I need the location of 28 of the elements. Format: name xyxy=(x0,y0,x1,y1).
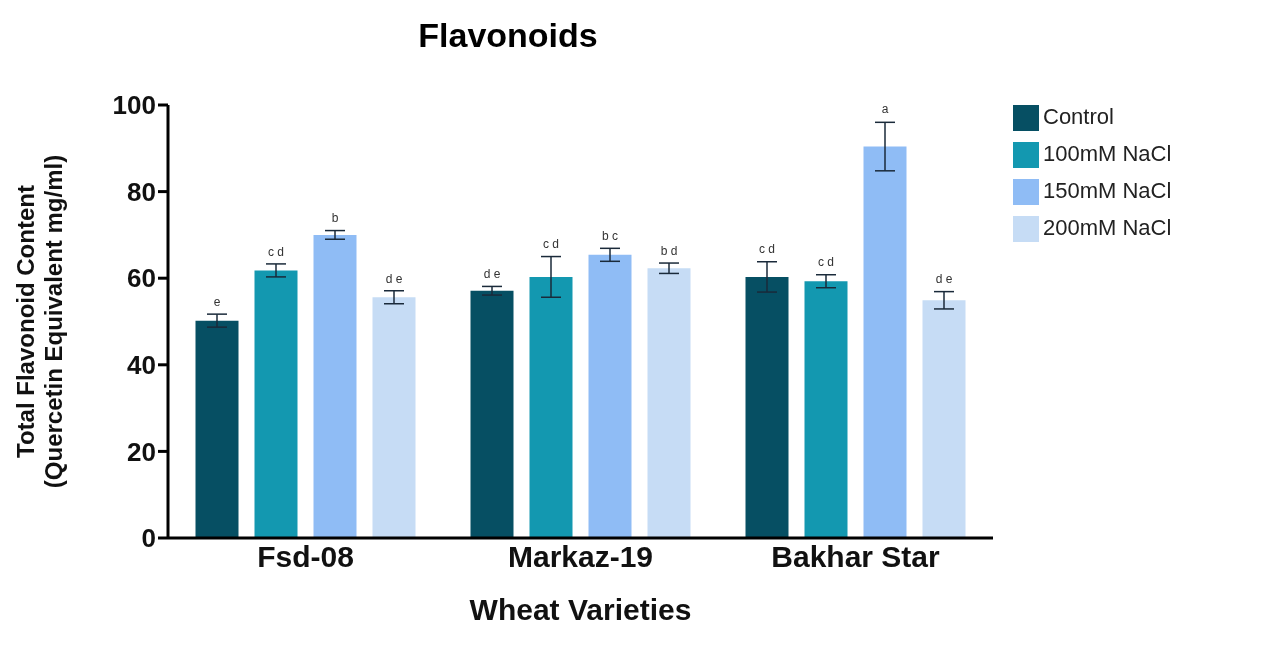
legend-label: 150mM NaCl xyxy=(1043,178,1172,203)
data-label: b d xyxy=(660,243,678,258)
legend-label: 200mM NaCl xyxy=(1043,215,1172,240)
data-label: c d xyxy=(267,244,285,259)
data-label: d e xyxy=(935,272,953,287)
x-tick-label: Bakhar Star xyxy=(771,540,941,574)
data-label: c d xyxy=(817,255,835,270)
data-label: c d xyxy=(758,242,776,257)
y-tick-label: 0 xyxy=(141,523,156,554)
y-axis-title: Total Flavonoid Content (Quercetin Equivalent mg/ml) xyxy=(12,154,67,489)
x-tick-label: Fsd-08 xyxy=(257,540,354,574)
data-label: d e xyxy=(385,271,403,286)
x-axis-title: Wheat Varieties xyxy=(469,593,692,626)
y-tick-label: 60 xyxy=(127,263,156,294)
x-tick-label: Markaz-19 xyxy=(507,540,654,574)
data-label: b xyxy=(331,211,339,226)
data-label: d e xyxy=(483,267,501,282)
y-tick-label: 20 xyxy=(127,436,156,467)
data-label: a xyxy=(881,102,889,117)
legend-label: 100mM NaCl xyxy=(1043,141,1172,166)
legend-label: Control xyxy=(1043,104,1114,129)
data-label: b c xyxy=(601,229,619,244)
y-tick-label: 80 xyxy=(127,176,156,207)
y-tick-label: 100 xyxy=(112,90,156,121)
y-tick-label: 40 xyxy=(127,350,156,381)
data-label: c d xyxy=(542,236,560,251)
chart-title: Flavonoids xyxy=(417,16,599,55)
data-label: e xyxy=(213,294,221,309)
